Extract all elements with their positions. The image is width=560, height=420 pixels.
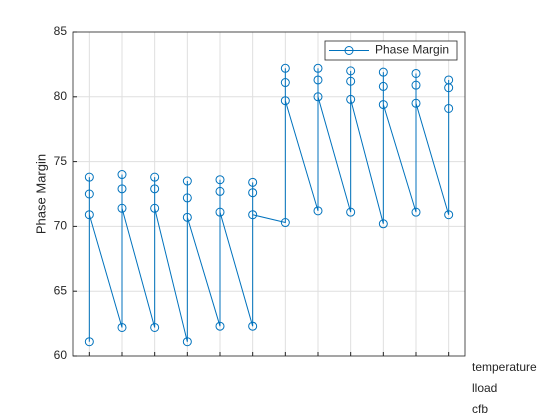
data-marker — [444, 103, 454, 113]
data-marker — [117, 203, 127, 213]
data-marker — [150, 203, 160, 213]
data-marker — [84, 172, 94, 182]
data-marker — [378, 219, 388, 229]
group-row-label: lload — [472, 381, 497, 395]
data-marker — [378, 81, 388, 91]
data-marker — [313, 63, 323, 73]
data-marker — [215, 175, 225, 185]
series-line — [88, 68, 450, 342]
y-tick-label: 60 — [54, 348, 68, 362]
data-marker — [280, 96, 290, 106]
data-marker — [182, 337, 192, 347]
data-marker — [346, 66, 356, 76]
legend-label: Phase Margin — [375, 43, 449, 57]
data-marker — [248, 321, 258, 331]
y-tick-label: 75 — [54, 154, 68, 168]
data-marker — [150, 184, 160, 194]
data-marker — [411, 80, 421, 90]
data-marker — [248, 177, 258, 187]
data-marker — [346, 207, 356, 217]
data-marker — [215, 207, 225, 217]
data-marker — [248, 210, 258, 220]
data-marker — [182, 212, 192, 222]
legend-marker — [344, 46, 354, 55]
data-marker — [411, 207, 421, 217]
data-marker — [84, 210, 94, 220]
group-row-label: cfb — [472, 402, 488, 416]
data-marker — [84, 337, 94, 347]
data-marker — [313, 206, 323, 216]
y-tick-label: 65 — [54, 283, 68, 297]
data-marker — [313, 75, 323, 85]
data-marker — [182, 176, 192, 186]
data-marker — [215, 186, 225, 196]
data-marker — [182, 193, 192, 203]
data-marker — [280, 63, 290, 73]
data-marker — [150, 172, 160, 182]
y-tick-label: 85 — [54, 24, 68, 38]
data-marker — [346, 94, 356, 104]
data-marker — [117, 184, 127, 194]
legend-box — [324, 40, 458, 61]
plot-area — [73, 32, 465, 356]
data-marker — [313, 92, 323, 102]
data-marker — [280, 78, 290, 88]
data-marker — [117, 170, 127, 180]
data-marker — [411, 68, 421, 78]
y-tick-label: 70 — [54, 219, 68, 233]
data-marker — [84, 189, 94, 199]
group-row-label: temperature — [472, 360, 537, 374]
data-marker — [444, 83, 454, 93]
data-marker — [346, 76, 356, 86]
data-marker — [378, 100, 388, 110]
data-marker — [280, 218, 290, 228]
data-marker — [150, 322, 160, 332]
data-marker — [248, 188, 258, 198]
data-marker — [444, 210, 454, 220]
data-marker — [411, 98, 421, 108]
axes-box — [72, 31, 466, 357]
y-tick-label: 80 — [54, 89, 68, 103]
y-axis-label: Phase Margin — [33, 154, 48, 234]
data-marker — [215, 321, 225, 331]
data-marker — [378, 67, 388, 77]
data-marker — [117, 322, 127, 332]
